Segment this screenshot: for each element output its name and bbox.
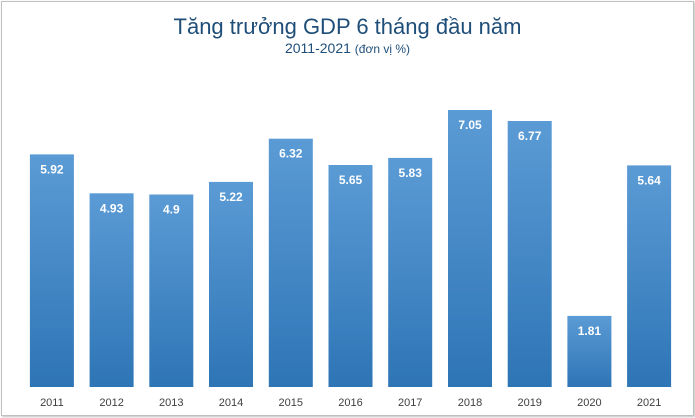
x-tick-label-2011: 2011 <box>40 397 64 409</box>
value-labels-group: 5.92 4.93 4.9 5.22 6.32 5.65 5.83 7.05 6.77 1.81 5… <box>40 118 661 338</box>
value-label-2013: 4.9 <box>163 203 180 217</box>
x-tick-label-2017: 2017 <box>398 397 422 409</box>
bar-2021 <box>627 165 672 387</box>
bar-2017 <box>388 157 433 387</box>
bars-group <box>29 110 672 387</box>
value-label-2018: 7.05 <box>458 118 482 132</box>
value-label-2017: 5.83 <box>399 166 423 180</box>
x-tick-label-2014: 2014 <box>219 397 243 409</box>
x-tick-label-2018: 2018 <box>458 397 482 409</box>
chart-title: Tăng trưởng GDP 6 tháng đầu năm <box>173 14 522 39</box>
x-tick-label-2016: 2016 <box>338 397 362 409</box>
bar-2011 <box>29 154 74 387</box>
x-tick-label-2013: 2013 <box>159 397 183 409</box>
value-label-2012: 4.93 <box>100 201 124 215</box>
bar-2019 <box>507 121 552 387</box>
x-tick-label-2015: 2015 <box>279 397 303 409</box>
bar-2012 <box>89 193 134 387</box>
subtitle-years: 2011-2021 <box>284 40 351 56</box>
value-label-2011: 5.92 <box>40 162 64 176</box>
value-label-2014: 5.22 <box>219 190 243 204</box>
x-tick-labels-group: 2011 2012 2013 2014 2015 2016 2017 2018 2019 2020… <box>40 397 661 409</box>
value-label-2019: 6.77 <box>518 129 542 143</box>
value-label-2020: 1.81 <box>578 324 602 338</box>
x-tick-label-2019: 2019 <box>517 397 541 409</box>
subtitle-unit: (đơn vị %) <box>354 42 411 56</box>
bar-2020 <box>567 315 612 387</box>
bar-2014 <box>209 181 253 387</box>
bar-2015 <box>268 138 313 387</box>
chart-subtitle: 2011-2021 (đơn vị %) <box>2 40 693 56</box>
value-label-2016: 5.65 <box>339 173 363 187</box>
value-label-2021: 5.64 <box>637 173 661 187</box>
x-tick-label-2012: 2012 <box>99 397 123 409</box>
bar-2013 <box>149 194 194 387</box>
value-label-2015: 6.32 <box>279 147 303 161</box>
bar-2018 <box>448 110 492 387</box>
x-tick-label-2020: 2020 <box>577 397 601 409</box>
bar-2016 <box>328 165 373 387</box>
x-tick-label-2021: 2021 <box>637 397 661 409</box>
